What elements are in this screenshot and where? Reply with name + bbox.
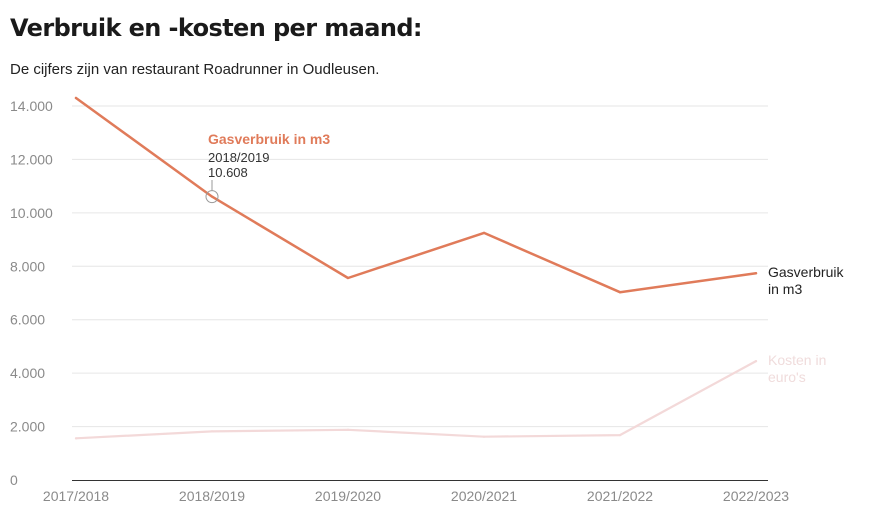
annotation-marker [205, 190, 219, 204]
x-tick-label: 2020/2021 [451, 488, 517, 504]
series-line [74, 360, 758, 440]
data-point [346, 276, 350, 280]
data-point [210, 430, 214, 433]
y-tick-label: 4.000 [10, 365, 45, 381]
series-end-labels: Kosten in euro's Gasverbruik in m3 [768, 264, 844, 385]
series-line [74, 96, 758, 294]
data-point [346, 428, 350, 431]
y-tick-label: 12.000 [10, 151, 53, 167]
y-tick-label: 8.000 [10, 258, 45, 274]
annotation-category: 2018/2019 [208, 150, 269, 165]
annotation-title: Gasverbruik in m3 [208, 131, 330, 147]
series-end-label: Kosten in euro's [768, 352, 826, 385]
data-point [618, 434, 622, 437]
annotation-value: 10.608 [208, 165, 248, 180]
series-end-label-line: euro's [768, 369, 806, 385]
x-tick-label: 2022/2023 [723, 488, 789, 504]
data-point [754, 360, 758, 363]
chart-title: Verbruik en -kosten per maand: [10, 14, 423, 42]
series-lines [74, 96, 758, 440]
x-tick-label: 2017/2018 [43, 488, 109, 504]
series-end-label-line: Gasverbruik [768, 264, 844, 280]
series-end-label-line: Kosten in [768, 352, 826, 368]
x-axis: 2017/2018 2018/2019 2019/2020 2020/2021 2021… [43, 480, 789, 504]
series-end-label: Gasverbruik in m3 [768, 264, 844, 297]
data-point [482, 231, 486, 234]
data-point [618, 291, 622, 294]
chart-subtitle: De cijfers zijn van restaurant Roadrunne… [10, 61, 380, 78]
x-tick-label: 2018/2019 [179, 488, 245, 504]
y-tick-label: 10.000 [10, 205, 53, 221]
x-tick-label: 2021/2022 [587, 488, 653, 504]
data-point [210, 195, 214, 198]
y-axis-ticks: 0 2.000 4.000 6.000 8.000 10.000 12.000 14.000 [10, 98, 53, 488]
grid-lines [72, 105, 768, 428]
data-point [74, 437, 78, 440]
data-point [74, 96, 78, 100]
x-tick-label: 2019/2020 [315, 488, 381, 504]
series-end-label-line: in m3 [768, 281, 802, 297]
y-tick-label: 2.000 [10, 419, 45, 435]
data-point [482, 435, 486, 438]
y-tick-label: 6.000 [10, 312, 45, 328]
y-tick-label: 14.000 [10, 98, 53, 114]
y-tick-label: 0 [10, 472, 18, 488]
data-point [754, 272, 758, 275]
